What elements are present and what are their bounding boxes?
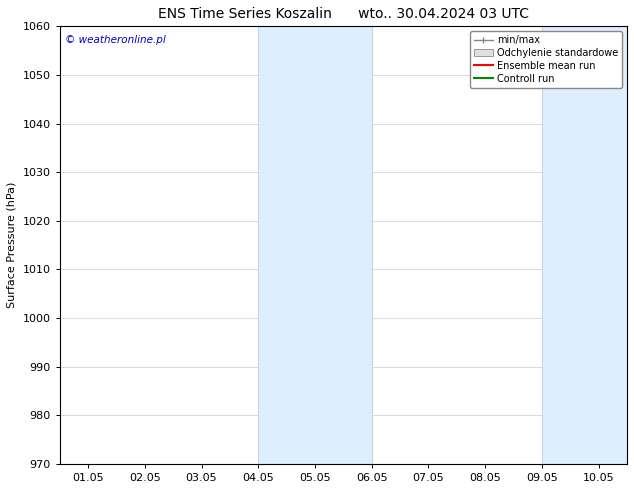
Text: © weatheronline.pl: © weatheronline.pl bbox=[65, 35, 166, 45]
Legend: min/max, Odchylenie standardowe, Ensemble mean run, Controll run: min/max, Odchylenie standardowe, Ensembl… bbox=[470, 31, 622, 88]
Y-axis label: Surface Pressure (hPa): Surface Pressure (hPa) bbox=[7, 182, 17, 308]
Bar bbox=[258, 26, 372, 464]
Title: ENS Time Series Koszalin      wto.. 30.04.2024 03 UTC: ENS Time Series Koszalin wto.. 30.04.202… bbox=[158, 7, 529, 21]
Bar bbox=[542, 26, 627, 464]
